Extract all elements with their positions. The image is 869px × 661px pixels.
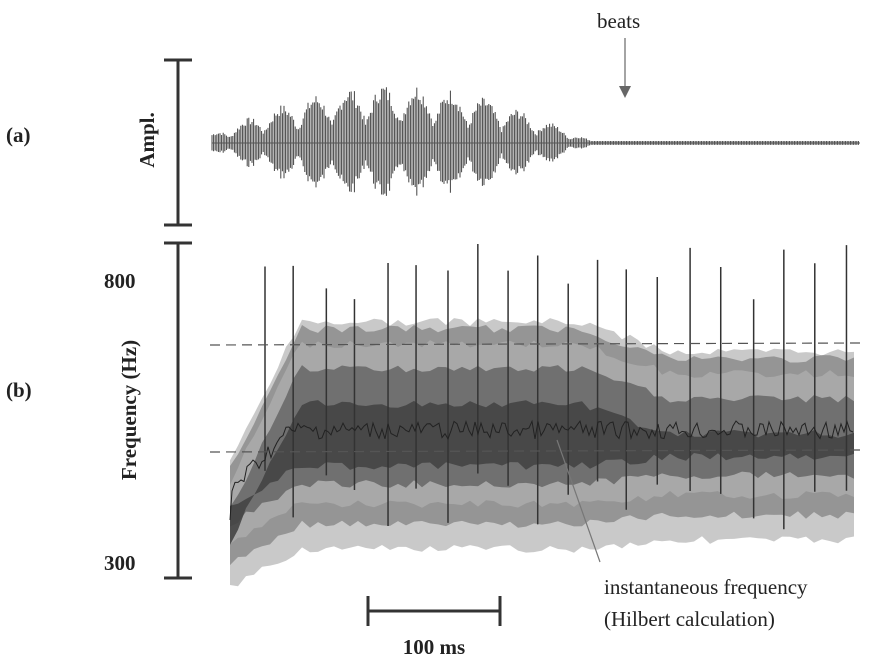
tick-label: 800 xyxy=(104,269,136,293)
frequency-scale-bar xyxy=(164,241,192,580)
panel-label: (a) xyxy=(6,123,31,147)
time-scale-bar xyxy=(366,596,502,626)
annotation: instantaneous frequency xyxy=(604,575,808,599)
amplitude-scale-bar xyxy=(164,58,192,227)
annotation-line xyxy=(556,439,601,563)
annotation: beats xyxy=(597,9,640,33)
annotation: (Hilbert calculation) xyxy=(604,607,775,631)
signal-drawing xyxy=(209,87,863,587)
dashed-line xyxy=(209,342,863,346)
axis-label: Ampl. xyxy=(135,112,159,167)
panel-label: (b) xyxy=(6,378,32,402)
scale-bar-label: 100 ms xyxy=(403,635,465,659)
axis-label: Frequency (Hz) xyxy=(117,340,141,480)
beats-arrowhead xyxy=(619,86,631,98)
tick-label: 300 xyxy=(104,551,136,575)
dashed-line xyxy=(209,449,863,453)
inst-frequency xyxy=(229,419,854,521)
